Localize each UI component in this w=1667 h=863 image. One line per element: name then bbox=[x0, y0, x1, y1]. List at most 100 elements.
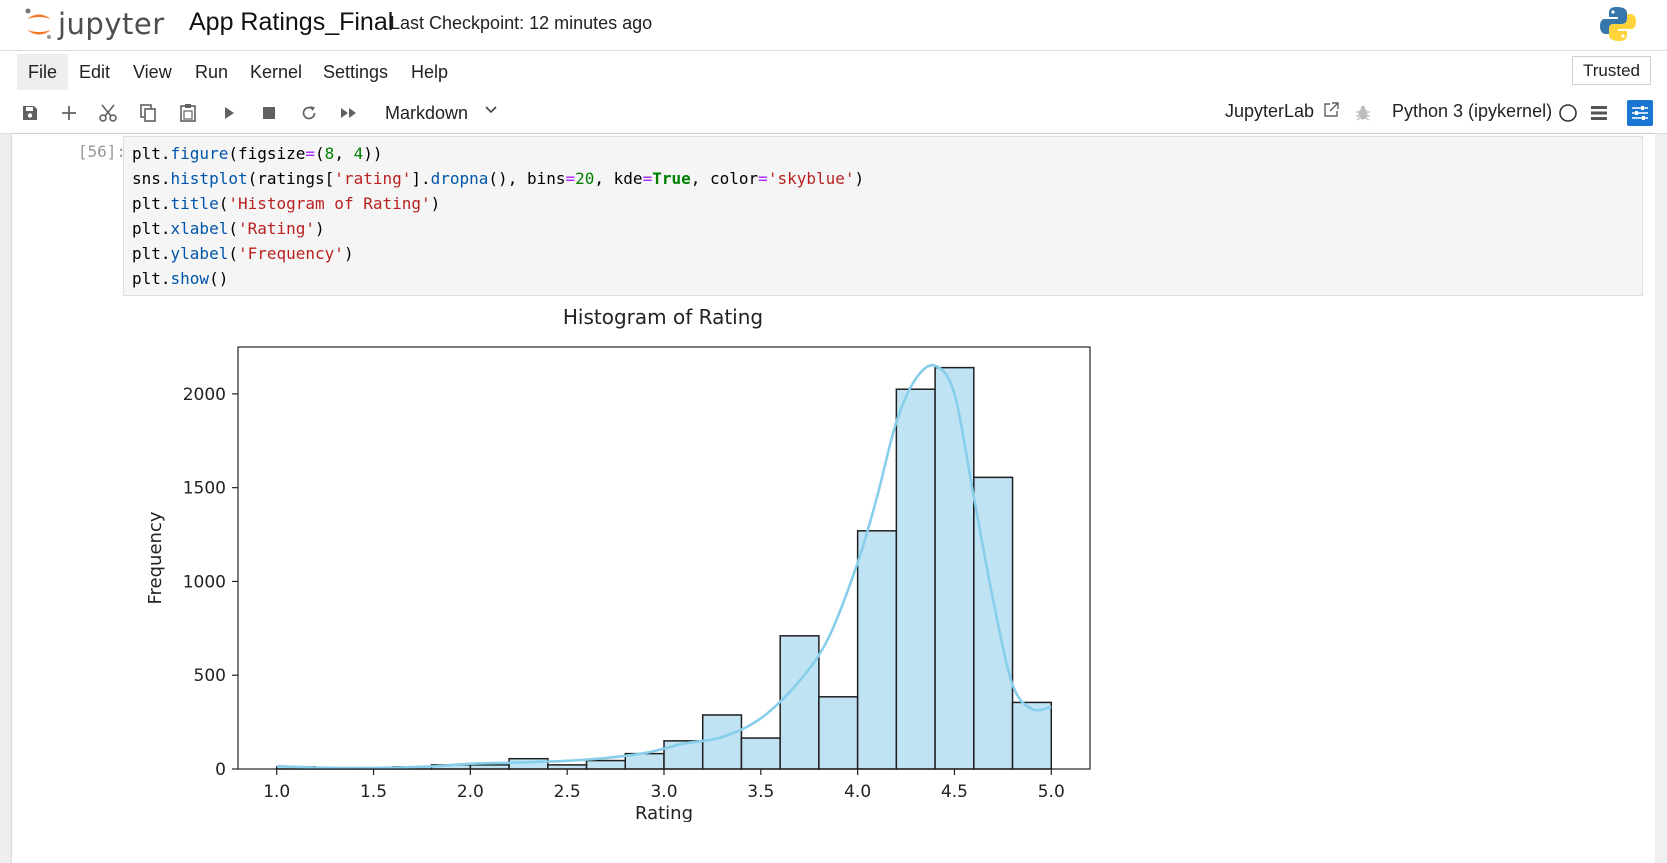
code-token: , bbox=[334, 144, 354, 163]
code-token: )) bbox=[363, 144, 383, 163]
toc-list-icon[interactable] bbox=[1590, 104, 1608, 122]
chevron-down-icon[interactable] bbox=[484, 105, 498, 115]
histogram-chart: Histogram of Rating 1.0 1.5 2.0 2.5 3.0 3.5 4.… bbox=[145, 305, 1091, 822]
top-header: jupyter App Ratings_Final Last Checkpoin… bbox=[0, 0, 1667, 51]
code-token: ( bbox=[315, 144, 325, 163]
code-token: ( bbox=[218, 194, 229, 213]
cell-type-select[interactable]: Markdown bbox=[385, 103, 469, 123]
cell-output: Histogram of Rating 1.0 1.5 2.0 2.5 3.0 3.5 4.… bbox=[123, 302, 1223, 863]
code-token: ) bbox=[430, 194, 441, 213]
menu-view[interactable]: View bbox=[133, 62, 172, 82]
fast-forward-icon bbox=[341, 108, 356, 118]
histogram-bar bbox=[1011, 701, 1053, 770]
cut-icon bbox=[99, 104, 117, 122]
add-cell-button[interactable] bbox=[56, 100, 82, 126]
code-token: plt. bbox=[132, 144, 171, 163]
code-line: plt.figure(figsize=(8, 4)) bbox=[132, 141, 1642, 166]
code-token: xlabel bbox=[170, 219, 229, 238]
jupyterlab-link-label: JupyterLab bbox=[1225, 101, 1315, 121]
open-jupyterlab-link[interactable]: JupyterLab bbox=[1225, 101, 1340, 122]
x-tick-label: 2.5 bbox=[554, 782, 581, 802]
code-token: show bbox=[170, 269, 210, 288]
code-token: () bbox=[209, 269, 229, 288]
histogram-bar bbox=[895, 388, 936, 770]
histogram-bar bbox=[856, 530, 898, 770]
paste-icon bbox=[180, 104, 196, 122]
kernel-idle-status-icon bbox=[1559, 104, 1577, 122]
histogram-bar bbox=[701, 714, 743, 770]
code-token: ylabel bbox=[170, 244, 229, 263]
restart-run-all-button[interactable] bbox=[336, 100, 362, 126]
menu-help[interactable]: Help bbox=[411, 62, 449, 82]
jupyter-logo-text: jupyter bbox=[58, 7, 165, 41]
x-tick-label: 2.0 bbox=[457, 782, 484, 802]
y-tick-label: 2000 bbox=[183, 385, 226, 405]
run-cell-button[interactable] bbox=[216, 100, 242, 126]
y-tick-label: 1500 bbox=[183, 479, 226, 499]
code-line: sns.histplot(ratings['rating'].dropna(),… bbox=[132, 166, 1642, 191]
checkpoint-status: Last Checkpoint: 12 minutes ago bbox=[390, 13, 653, 33]
notebook-title[interactable]: App Ratings_Final bbox=[189, 8, 394, 36]
notebook-page: [56]: plt.figure(figsize=(8, 4)) sns.hist… bbox=[12, 134, 1655, 863]
kernel-name[interactable]: Python 3 (ipykernel) bbox=[1392, 101, 1553, 121]
x-tick-label: 3.5 bbox=[747, 782, 774, 802]
code-token: dropna bbox=[430, 169, 489, 188]
restart-icon bbox=[302, 106, 316, 120]
menu-file[interactable]: File bbox=[17, 54, 69, 90]
code-token: = bbox=[565, 169, 576, 188]
stop-icon bbox=[263, 107, 275, 119]
code-token: figure bbox=[170, 144, 229, 163]
copy-button[interactable] bbox=[135, 100, 161, 126]
code-token: = bbox=[642, 169, 653, 188]
code-line: plt.ylabel('Frequency') bbox=[132, 241, 1642, 266]
code-token: plt. bbox=[132, 244, 171, 263]
settings-sliders-icon bbox=[1632, 106, 1648, 120]
code-token: ( bbox=[228, 244, 238, 263]
code-token: , color bbox=[690, 169, 759, 188]
code-token: 'skyblue' bbox=[767, 169, 855, 188]
chart-title: Histogram of Rating bbox=[563, 305, 763, 329]
jupyter-logo[interactable]: jupyter bbox=[24, 4, 165, 44]
run-icon bbox=[225, 107, 234, 119]
x-tick-label: 4.5 bbox=[941, 782, 968, 802]
code-token: = bbox=[305, 144, 316, 163]
code-token: (figsize bbox=[228, 144, 306, 163]
histogram-bar bbox=[585, 759, 627, 770]
x-axis-label: Rating bbox=[635, 803, 693, 822]
code-token: 20 bbox=[575, 169, 595, 188]
trusted-indicator[interactable]: Trusted bbox=[1572, 56, 1652, 85]
histogram-bar bbox=[547, 764, 588, 770]
y-tick-label: 0 bbox=[215, 760, 226, 780]
y-axis-ticks: 0 500 1000 1500 2000 bbox=[183, 385, 238, 780]
restart-kernel-button[interactable] bbox=[296, 100, 322, 126]
vertical-scrollbar[interactable] bbox=[1655, 134, 1667, 863]
y-tick-label: 500 bbox=[194, 666, 226, 686]
code-token: 8 bbox=[324, 144, 335, 163]
x-tick-label: 3.0 bbox=[650, 782, 677, 802]
menu-edit[interactable]: Edit bbox=[79, 62, 111, 82]
paste-button[interactable] bbox=[175, 100, 201, 126]
cut-button[interactable] bbox=[95, 100, 121, 126]
code-token: 'Histogram of Rating' bbox=[228, 194, 431, 213]
histogram-bar bbox=[469, 764, 510, 770]
code-token: title bbox=[170, 194, 219, 213]
code-token: 'Rating' bbox=[237, 219, 316, 238]
save-button[interactable] bbox=[17, 100, 43, 126]
interrupt-kernel-button[interactable] bbox=[256, 100, 282, 126]
x-tick-label: 1.0 bbox=[263, 782, 290, 802]
code-cell-editor[interactable]: plt.figure(figsize=(8, 4)) sns.histplot(r… bbox=[123, 136, 1643, 296]
y-tick-label: 1000 bbox=[183, 572, 226, 592]
menu-settings[interactable]: Settings bbox=[323, 62, 389, 82]
copy-icon bbox=[140, 104, 156, 122]
menu-run[interactable]: Run bbox=[195, 62, 229, 82]
histogram-bar bbox=[818, 696, 859, 770]
property-inspector-button[interactable] bbox=[1627, 100, 1653, 126]
histogram-bar bbox=[663, 740, 704, 770]
menu-kernel[interactable]: Kernel bbox=[250, 62, 303, 82]
notebook-toolbar: Markdown JupyterLab Python 3 (ipykernel) bbox=[0, 92, 1667, 134]
code-token: ) bbox=[854, 169, 865, 188]
code-token: plt. bbox=[132, 219, 171, 238]
code-line: plt.title('Histogram of Rating') bbox=[132, 191, 1642, 216]
debugger-bug-icon[interactable] bbox=[1354, 104, 1372, 122]
jupyter-logo-icon bbox=[25, 8, 51, 39]
